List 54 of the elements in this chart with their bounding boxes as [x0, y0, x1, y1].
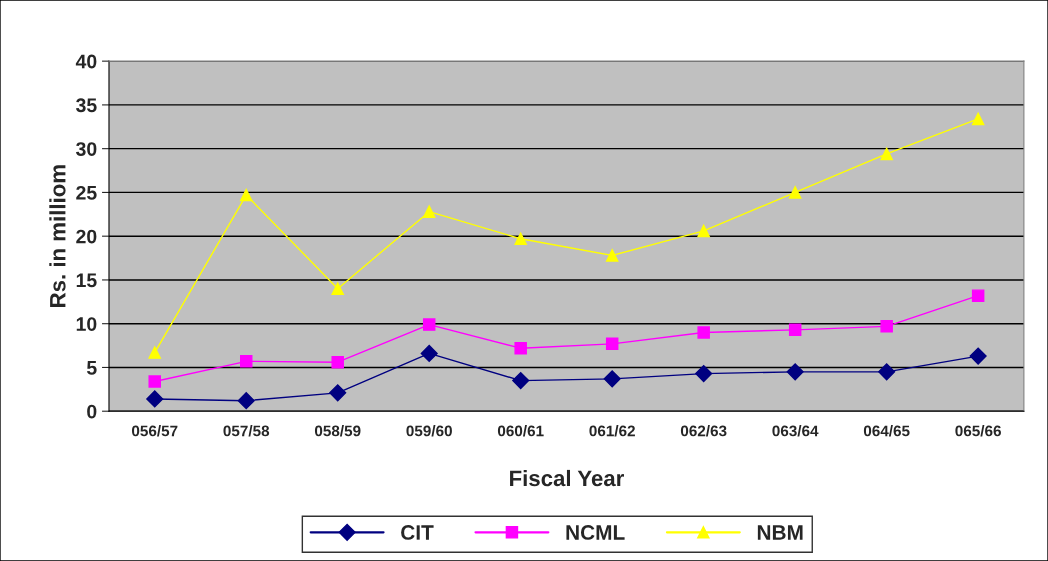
- point: [880, 147, 893, 161]
- x-tick-label: 062/63: [680, 425, 727, 437]
- x-tick-label: 057/58: [223, 425, 270, 437]
- point: [514, 232, 527, 246]
- point: [695, 365, 713, 383]
- point: [605, 337, 619, 351]
- point: [603, 370, 621, 388]
- point: [880, 320, 893, 333]
- point: [514, 341, 527, 355]
- y-tick-label: 25: [76, 185, 97, 200]
- x-tick-label: 065/66: [955, 425, 1001, 437]
- x-tick-label: 064/65: [863, 425, 910, 437]
- point: [971, 112, 985, 126]
- y-tick-label: 30: [76, 142, 97, 156]
- y-axis-title: Rs. in milliom: [49, 165, 66, 307]
- x-tick-label: 063/64: [772, 425, 819, 437]
- legend-label: CIT: [401, 525, 434, 540]
- point: [788, 323, 802, 337]
- x-tick-label: 061/62: [589, 425, 635, 437]
- y-tick-label: 20: [76, 229, 97, 244]
- point: [148, 375, 161, 388]
- y-tick-label: 5: [86, 361, 97, 375]
- point: [239, 188, 253, 202]
- point: [331, 282, 344, 295]
- point: [331, 355, 344, 369]
- point: [239, 355, 253, 368]
- y-tick-label: 15: [76, 273, 97, 288]
- point: [422, 318, 436, 331]
- legend-label: NBM: [757, 525, 803, 540]
- point: [420, 344, 438, 363]
- y-tick-label: 10: [76, 317, 97, 331]
- point: [697, 326, 710, 339]
- point: [148, 346, 161, 359]
- point: [788, 186, 802, 199]
- point: [422, 205, 436, 218]
- x-tick-label: 058/59: [314, 425, 361, 437]
- x-tick-label: 059/60: [406, 425, 452, 437]
- point: [786, 363, 804, 381]
- point: [969, 347, 987, 365]
- point: [512, 372, 530, 390]
- point: [237, 392, 255, 410]
- x-tick-label: 056/57: [131, 425, 178, 437]
- y-tick-label: 40: [75, 54, 97, 69]
- y-tick-label: 35: [76, 98, 97, 113]
- x-axis-title: Fiscal Year: [510, 469, 624, 487]
- point: [878, 363, 896, 381]
- point: [697, 224, 710, 238]
- legend-label: NCML: [566, 525, 625, 540]
- point: [146, 390, 164, 408]
- point: [605, 249, 619, 262]
- point: [329, 384, 347, 402]
- point: [971, 289, 985, 302]
- y-tick-label: 0: [87, 404, 97, 419]
- x-tick-label: 060/61: [497, 425, 544, 437]
